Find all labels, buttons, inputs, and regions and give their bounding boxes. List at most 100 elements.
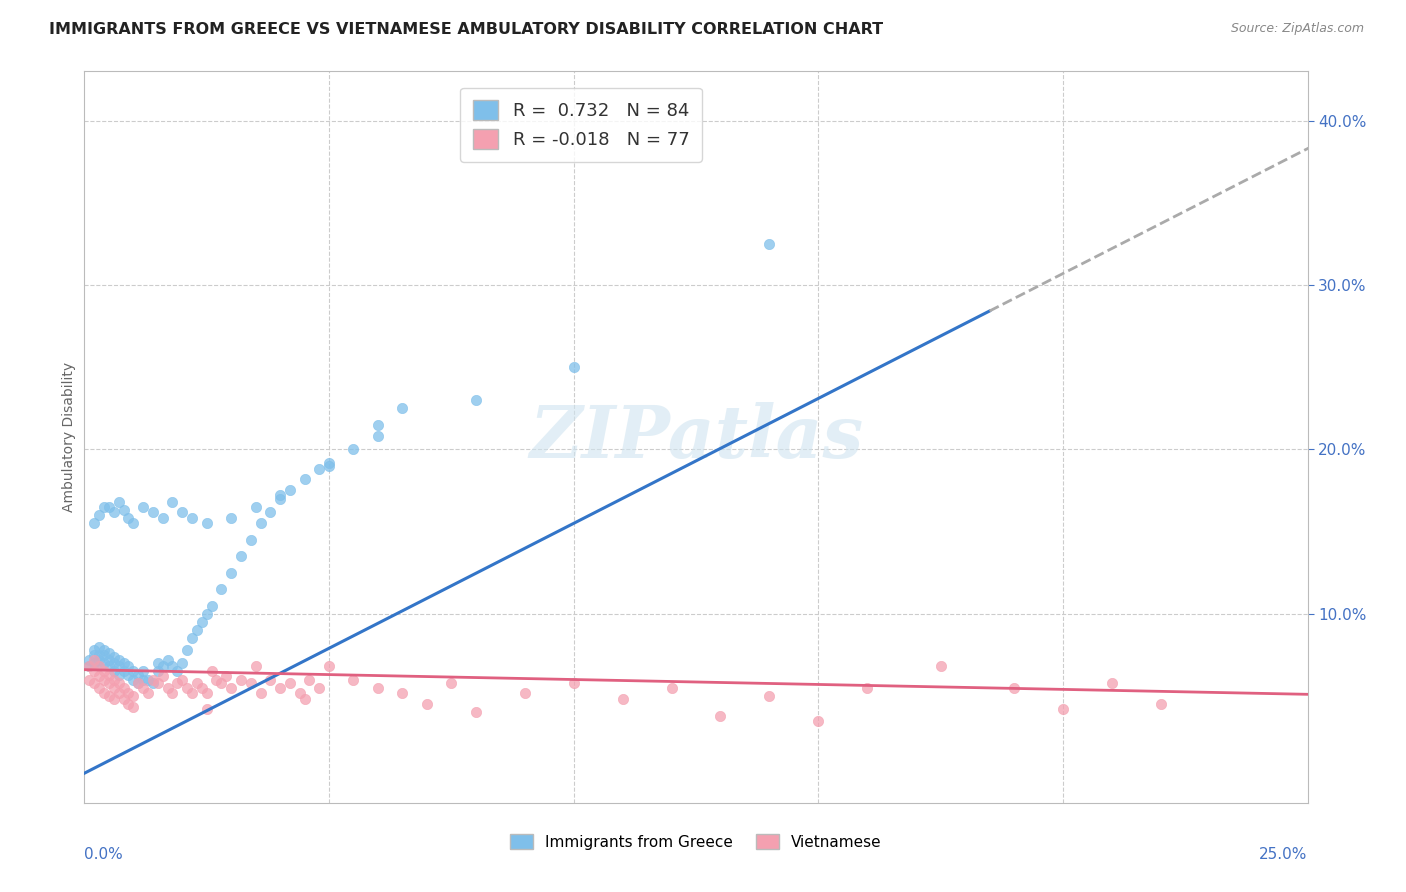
Point	[93, 648, 115, 662]
Point	[209, 582, 232, 596]
Point	[191, 681, 214, 695]
Y-axis label: Ambulatory Disability: Ambulatory Disability	[62, 362, 76, 512]
Point	[152, 669, 174, 683]
Point	[172, 673, 194, 687]
Point	[259, 505, 281, 519]
Point	[97, 646, 120, 660]
Point	[97, 659, 120, 673]
Point	[107, 667, 129, 681]
Point	[93, 643, 115, 657]
Point	[87, 653, 110, 667]
Point	[172, 505, 194, 519]
Point	[1052, 702, 1074, 716]
Point	[239, 533, 262, 547]
Point	[83, 643, 105, 657]
Point	[186, 675, 208, 690]
Point	[229, 549, 252, 564]
Point	[166, 675, 188, 690]
Point	[122, 700, 145, 714]
Point	[93, 686, 115, 700]
Point	[156, 681, 179, 695]
Point	[112, 665, 135, 679]
Point	[117, 659, 139, 673]
Point	[1002, 681, 1025, 695]
Point	[142, 675, 165, 690]
Point	[93, 656, 115, 670]
Point	[318, 659, 340, 673]
Point	[205, 673, 228, 687]
Point	[259, 673, 281, 687]
Point	[200, 599, 222, 613]
Point	[103, 649, 125, 664]
Point	[308, 462, 330, 476]
Point	[176, 643, 198, 657]
Point	[612, 692, 634, 706]
Point	[1150, 697, 1173, 711]
Point	[219, 511, 242, 525]
Point	[117, 667, 139, 681]
Point	[195, 516, 218, 531]
Point	[107, 675, 129, 690]
Point	[107, 659, 129, 673]
Point	[77, 659, 100, 673]
Point	[122, 673, 145, 687]
Point	[127, 675, 149, 690]
Point	[97, 675, 120, 690]
Point	[97, 667, 120, 681]
Point	[162, 495, 184, 509]
Point	[83, 675, 105, 690]
Point	[83, 516, 105, 531]
Text: IMMIGRANTS FROM GREECE VS VIETNAMESE AMBULATORY DISABILITY CORRELATION CHART: IMMIGRANTS FROM GREECE VS VIETNAMESE AMB…	[49, 22, 883, 37]
Point	[77, 653, 100, 667]
Point	[929, 659, 952, 673]
Point	[219, 566, 242, 580]
Point	[162, 686, 184, 700]
Point	[83, 656, 105, 670]
Point	[416, 697, 439, 711]
Point	[103, 681, 125, 695]
Point	[288, 686, 311, 700]
Point	[464, 393, 486, 408]
Point	[103, 673, 125, 687]
Point	[87, 669, 110, 683]
Point	[122, 516, 145, 531]
Point	[146, 665, 169, 679]
Point	[249, 686, 271, 700]
Point	[97, 653, 120, 667]
Point	[127, 667, 149, 681]
Point	[229, 673, 252, 687]
Point	[93, 500, 115, 514]
Point	[807, 714, 830, 728]
Legend: Immigrants from Greece, Vietnamese: Immigrants from Greece, Vietnamese	[502, 826, 890, 857]
Point	[132, 673, 155, 687]
Point	[97, 500, 120, 514]
Point	[661, 681, 683, 695]
Point	[318, 458, 340, 473]
Point	[440, 675, 463, 690]
Point	[87, 681, 110, 695]
Point	[136, 673, 159, 687]
Point	[342, 442, 364, 457]
Point	[117, 686, 139, 700]
Point	[152, 659, 174, 673]
Point	[391, 686, 413, 700]
Point	[93, 673, 115, 687]
Point	[298, 673, 321, 687]
Point	[117, 697, 139, 711]
Point	[156, 653, 179, 667]
Point	[112, 656, 135, 670]
Point	[77, 659, 100, 673]
Point	[107, 686, 129, 700]
Point	[87, 659, 110, 673]
Point	[93, 665, 115, 679]
Point	[107, 495, 129, 509]
Point	[245, 500, 267, 514]
Point	[87, 659, 110, 673]
Point	[172, 656, 194, 670]
Point	[83, 653, 105, 667]
Point	[127, 675, 149, 690]
Point	[294, 472, 316, 486]
Point	[152, 511, 174, 525]
Point	[269, 491, 291, 506]
Point	[709, 708, 731, 723]
